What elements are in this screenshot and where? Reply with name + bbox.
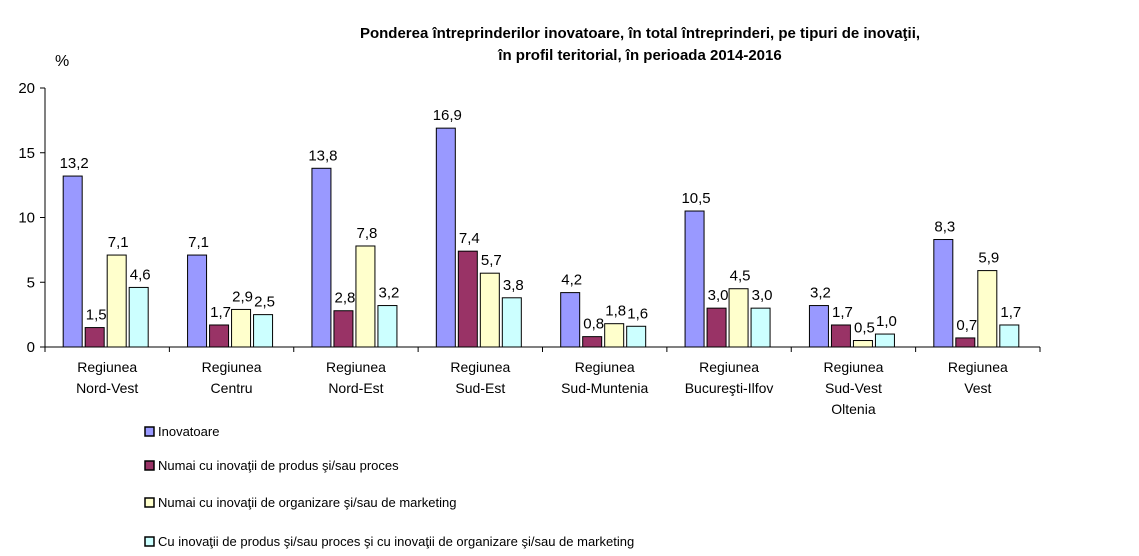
x-tick-label: Bucureşti-Ilfov xyxy=(685,380,774,396)
x-tick-label: Regiunea xyxy=(326,359,386,375)
bar xyxy=(333,310,354,348)
x-tick-label: Regiunea xyxy=(77,359,137,375)
bar xyxy=(706,307,727,348)
value-label: 4,2 xyxy=(561,272,582,289)
value-label: 10,5 xyxy=(681,190,710,207)
bar xyxy=(377,305,398,348)
bar xyxy=(560,292,581,348)
value-label: 7,8 xyxy=(357,225,378,242)
chart-title-line: în profil teritorial, în perioada 2014-2… xyxy=(497,47,781,64)
value-label: 13,2 xyxy=(60,155,89,172)
bar xyxy=(128,286,149,348)
value-label: 2,9 xyxy=(232,288,253,305)
bar xyxy=(604,323,625,348)
value-label: 3,0 xyxy=(708,287,729,304)
bar xyxy=(977,270,998,348)
value-label: 7,4 xyxy=(459,230,480,247)
bar xyxy=(999,324,1020,348)
x-tick-label: Oltenia xyxy=(831,401,876,417)
value-label: 4,6 xyxy=(130,266,151,283)
bar xyxy=(457,250,478,348)
value-label: 0,7 xyxy=(956,317,977,334)
value-label: 1,6 xyxy=(627,305,648,322)
value-label: 8,3 xyxy=(934,219,955,236)
x-tick-label: Regiunea xyxy=(202,359,262,375)
bar xyxy=(728,288,749,348)
chart-title-line: Ponderea întreprinderilor inovatoare, în… xyxy=(360,25,920,42)
x-tick-label: Nord-Est xyxy=(328,380,383,396)
value-label: 3,0 xyxy=(752,287,773,304)
legend-swatch xyxy=(144,497,155,508)
value-label: 1,7 xyxy=(210,304,231,321)
x-tick-label: Nord-Vest xyxy=(76,380,138,396)
value-label: 1,7 xyxy=(832,304,853,321)
value-label: 1,0 xyxy=(876,313,897,330)
x-tick-label: Vest xyxy=(964,380,991,396)
value-label: 0,8 xyxy=(583,316,604,333)
bar xyxy=(684,210,705,348)
legend-label: Cu inovaţii de produs şi/sau proces şi c… xyxy=(158,534,634,549)
y-tick-label: 0 xyxy=(27,339,35,356)
value-label: 1,5 xyxy=(86,307,107,324)
value-label: 7,1 xyxy=(188,234,209,251)
value-label: 0,5 xyxy=(854,320,875,337)
x-tick-label: Sud-Est xyxy=(455,380,505,396)
value-label: 2,8 xyxy=(335,290,356,307)
value-label: 3,2 xyxy=(810,285,831,302)
legend-label: Inovatoare xyxy=(158,424,219,439)
value-label: 2,5 xyxy=(254,294,275,311)
x-tick-label: Regiunea xyxy=(823,359,883,375)
value-label: 5,9 xyxy=(978,250,999,267)
legend-swatch xyxy=(144,536,155,547)
x-tick-label: Centru xyxy=(211,380,253,396)
x-tick-label: Regiunea xyxy=(948,359,1008,375)
bar xyxy=(626,325,647,348)
bar xyxy=(750,307,771,348)
x-tick-label: Sud-Vest xyxy=(825,380,882,396)
y-axis-label: % xyxy=(55,53,69,70)
value-label: 4,5 xyxy=(730,268,751,285)
legend-swatch xyxy=(144,426,155,437)
x-tick-label: Regiunea xyxy=(575,359,635,375)
value-label: 1,7 xyxy=(1000,304,1021,321)
bar xyxy=(933,239,954,348)
bar xyxy=(955,337,976,348)
value-label: 16,9 xyxy=(433,107,462,124)
legend-label: Numai cu inovaţii de produs şi/sau proce… xyxy=(158,458,399,473)
y-tick-label: 10 xyxy=(18,210,35,227)
bar xyxy=(253,314,274,348)
bar xyxy=(311,167,332,348)
bar xyxy=(874,333,895,348)
bar xyxy=(830,324,851,348)
bar xyxy=(355,245,376,348)
bar xyxy=(106,254,127,348)
bar xyxy=(582,336,603,348)
value-label: 7,1 xyxy=(108,234,129,251)
bar xyxy=(479,272,500,348)
bar xyxy=(231,308,252,348)
value-label: 3,2 xyxy=(379,285,400,302)
legend-swatch xyxy=(144,460,155,471)
x-tick-label: Sud-Muntenia xyxy=(561,380,648,396)
bar xyxy=(435,127,456,348)
x-tick-label: Regiunea xyxy=(450,359,510,375)
value-label: 13,8 xyxy=(308,147,337,164)
value-label: 5,7 xyxy=(481,252,502,269)
bar xyxy=(209,324,230,348)
bar xyxy=(808,305,829,348)
y-tick-label: 20 xyxy=(18,80,35,97)
bar xyxy=(501,297,522,348)
bar xyxy=(62,175,83,348)
value-label: 3,8 xyxy=(503,277,524,294)
x-tick-label: Regiunea xyxy=(699,359,759,375)
y-tick-label: 5 xyxy=(27,274,35,291)
bar xyxy=(187,254,208,348)
y-tick-label: 15 xyxy=(18,145,35,162)
value-label: 1,8 xyxy=(605,303,626,320)
legend-label: Numai cu inovaţii de organizare şi/sau d… xyxy=(158,495,456,510)
bar xyxy=(852,340,873,348)
bar xyxy=(84,327,105,348)
